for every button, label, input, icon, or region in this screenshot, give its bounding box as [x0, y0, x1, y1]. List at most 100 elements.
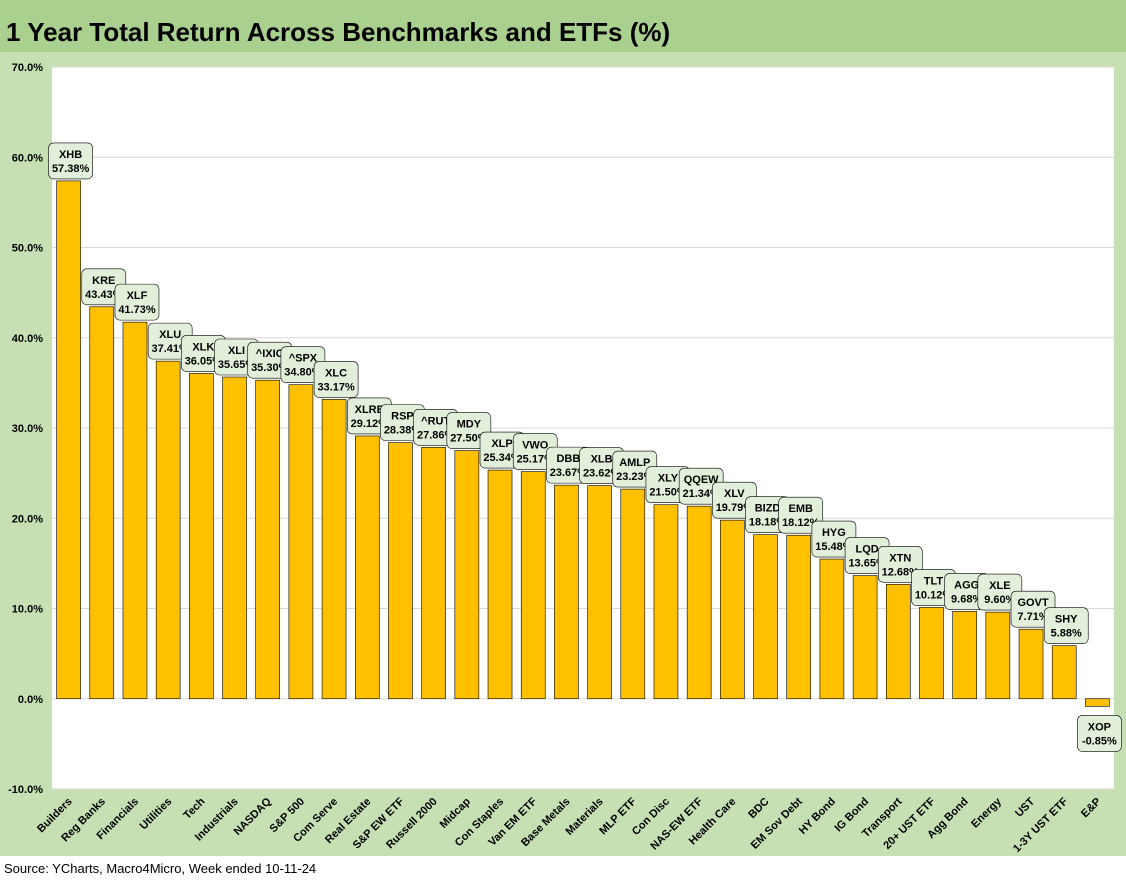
bar [686, 505, 712, 700]
data-label: SHY 5.88% [1043, 607, 1089, 644]
bar [321, 399, 347, 700]
bar [122, 321, 148, 700]
bar [354, 435, 380, 700]
data-label-value: -0.85% [1082, 735, 1117, 747]
bar [819, 558, 845, 700]
data-label-ticker: AMLP [619, 457, 650, 469]
bar [720, 519, 745, 700]
data-label: XOP -0.85% [1077, 715, 1122, 752]
x-tick-label: HY Bond [797, 796, 838, 837]
bar-chart: -10.0% 0.0% 10.0% 20.0% 30.0% 40.0% 50.0% 60.0%… [8, 62, 1122, 855]
data-label-box [1077, 715, 1122, 752]
bar [155, 360, 181, 700]
data-label: XLF 41.73% [114, 283, 160, 321]
data-label-value: 10.12% [915, 589, 953, 601]
data-label-value: 7.71% [1017, 611, 1048, 623]
data-label-value: 43.43% [85, 289, 123, 301]
bar [620, 488, 646, 700]
data-label-box [114, 283, 160, 321]
y-tick-label: 20.0% [12, 513, 43, 525]
y-tick-label: 50.0% [12, 243, 43, 255]
data-label-ticker: XLP [491, 438, 512, 450]
chart-title: 1 Year Total Return Across Benchmarks an… [6, 17, 671, 47]
data-label-ticker: KRE [92, 275, 115, 287]
data-label-ticker: ^IXIC [256, 348, 284, 360]
data-label-value: 19.79% [716, 502, 754, 514]
data-label-ticker: ^RUT [421, 415, 450, 427]
data-label-value: 9.60% [984, 594, 1015, 606]
bar [56, 180, 81, 700]
data-label-value: 28.38% [384, 425, 422, 437]
x-tick-label: Utilities [138, 796, 175, 833]
data-label: XHB 57.38% [48, 142, 93, 180]
bar [919, 607, 944, 700]
x-tick-label: Tech [181, 795, 207, 821]
bar [786, 534, 812, 700]
bar [587, 485, 612, 700]
bar [852, 575, 878, 700]
data-label-value: 21.50% [649, 487, 687, 499]
bar [1085, 698, 1110, 707]
y-tick-label: 40.0% [12, 333, 43, 345]
y-axis: -10.0% 0.0% 10.0% 20.0% 30.0% 40.0% 50.0% 60.0%… [8, 62, 43, 796]
bar [288, 384, 314, 700]
data-label-ticker: TLT [924, 575, 944, 587]
y-tick-label: 10.0% [12, 604, 43, 616]
data-label-value: 57.38% [52, 163, 90, 175]
data-label-ticker: GOVT [1017, 597, 1048, 609]
data-label-ticker: BIZD [755, 503, 781, 515]
data-label: XLV 19.79% [712, 481, 757, 519]
bar [1051, 645, 1077, 700]
data-label-ticker: XLY [658, 473, 679, 485]
data-label-value: 29.12% [351, 418, 389, 430]
data-label-box [1043, 607, 1089, 644]
bar [421, 447, 446, 700]
data-label-value: 36.05% [185, 355, 223, 367]
title-bar: 1 Year Total Return Across Benchmarks an… [0, 0, 1126, 52]
source-note: Source: YCharts, Macro4Micro, Week ended… [4, 861, 317, 876]
y-tick-label: 60.0% [12, 152, 43, 164]
data-label-ticker: XLRE [355, 404, 384, 416]
bar [520, 471, 546, 700]
y-tick-label: 70.0% [12, 62, 43, 74]
data-label-ticker: MDY [457, 419, 482, 431]
data-label-value: 37.41% [152, 343, 190, 355]
data-label-ticker: XLI [228, 345, 245, 357]
data-label-value: 15.48% [815, 541, 853, 553]
data-label-ticker: EMB [788, 503, 813, 515]
data-label-box [778, 496, 824, 534]
data-label-ticker: VWO [522, 440, 549, 452]
data-label-value: 25.34% [483, 452, 521, 464]
bar [454, 450, 480, 700]
bar [222, 376, 247, 700]
data-label: EMB 18.12% [778, 496, 824, 534]
data-label-ticker: LQD [855, 544, 878, 556]
data-label-ticker: XOP [1088, 721, 1111, 733]
y-tick-label: -10.0% [8, 784, 43, 796]
bar [885, 584, 911, 700]
bar [388, 442, 413, 700]
bar [255, 379, 281, 700]
data-label-ticker: XLV [724, 488, 745, 500]
data-label-value: 5.88% [1051, 628, 1082, 640]
x-tick-label: UST [1013, 795, 1037, 819]
data-label-ticker: XTN [889, 552, 911, 564]
bar [653, 504, 679, 700]
y-tick-label: 0.0% [18, 694, 43, 706]
data-label-ticker: DBB [556, 453, 580, 465]
data-label-ticker: ^SPX [289, 353, 318, 365]
data-label-ticker: XLE [989, 580, 1010, 592]
data-label-ticker: XLK [192, 341, 214, 353]
data-label-value: 12.68% [882, 566, 920, 578]
data-label-box [313, 361, 359, 398]
data-label-ticker: SHY [1055, 614, 1078, 626]
data-label-value: 9.68% [951, 593, 982, 605]
bar [985, 611, 1011, 700]
bars [56, 180, 1110, 707]
data-labels: XHB 57.38% KRE 43.43% XLF 41.73% XLU 37.41% XLK 3… [48, 142, 1122, 752]
data-label-ticker: QQEW [684, 474, 719, 486]
data-label-value: 34.80% [284, 367, 322, 379]
data-label-value: 27.50% [450, 433, 488, 445]
bar [554, 484, 579, 700]
